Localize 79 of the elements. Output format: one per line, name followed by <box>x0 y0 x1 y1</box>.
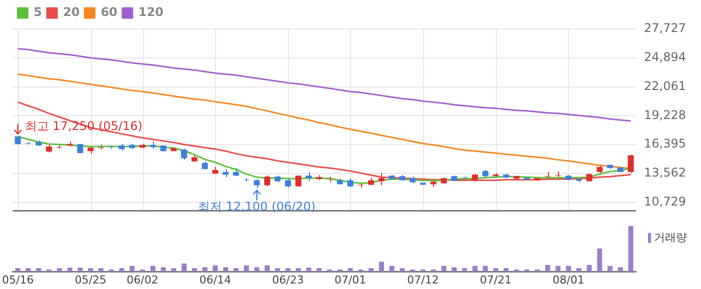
bar <box>400 268 405 272</box>
bar <box>628 226 634 272</box>
bar <box>597 248 602 272</box>
bar <box>493 268 498 272</box>
legend-label: 120 <box>138 5 164 20</box>
x-tick-label: 06/14 <box>199 273 232 286</box>
y-tick-label: 22,061 <box>644 78 686 93</box>
y-tick-label: 19,228 <box>644 108 686 122</box>
bar <box>368 268 374 272</box>
bar <box>15 268 20 272</box>
y-tick-label: 24,894 <box>644 50 686 64</box>
bar <box>316 268 322 272</box>
bar <box>545 264 550 272</box>
bar <box>348 268 353 272</box>
x-tick-label: 05/25 <box>74 273 106 286</box>
candlestick <box>378 172 384 186</box>
bar <box>586 264 592 272</box>
bar <box>462 268 468 272</box>
bar <box>88 268 94 272</box>
legend-label: 거래량 <box>654 231 687 244</box>
bar <box>119 268 124 272</box>
bar <box>608 266 613 272</box>
candlestick <box>306 172 312 182</box>
x-tick-label: 07/21 <box>480 273 512 286</box>
bar <box>306 268 312 272</box>
bar <box>576 268 582 272</box>
bar <box>67 268 72 272</box>
bar <box>202 267 208 272</box>
bar <box>171 268 176 272</box>
candlestick <box>555 171 562 178</box>
bar <box>264 265 270 272</box>
bar <box>441 266 446 272</box>
bar <box>275 268 280 272</box>
bar <box>36 268 42 272</box>
bar <box>472 266 478 272</box>
y-tick-label: 10,729 <box>644 194 686 208</box>
bar <box>504 268 509 272</box>
bar <box>223 267 228 272</box>
annotation: 최저 12,100 (06/20) <box>198 199 316 214</box>
bar <box>285 268 290 272</box>
x-tick-label: 06/23 <box>272 273 304 286</box>
x-tick-label: 07/12 <box>407 273 439 286</box>
bar <box>78 268 83 272</box>
bar <box>566 266 571 272</box>
candlestick <box>295 175 302 187</box>
bar <box>130 266 135 272</box>
x-tick-label: 06/02 <box>126 273 158 286</box>
bar <box>618 267 623 272</box>
bar <box>244 265 249 272</box>
bar <box>296 268 301 272</box>
bar <box>98 268 104 272</box>
x-tick-label: 07/01 <box>334 273 366 286</box>
bar <box>160 267 166 272</box>
bar <box>212 265 218 272</box>
bar <box>234 268 239 272</box>
bar <box>56 268 62 272</box>
candlestick <box>628 154 634 174</box>
legend-label: 20 <box>63 5 80 20</box>
legend-label: 60 <box>100 5 118 20</box>
y-tick-label: 16,395 <box>644 136 686 151</box>
bar <box>482 266 488 272</box>
candlestick <box>181 148 188 160</box>
y-tick-label: 27,727 <box>644 21 686 36</box>
bar <box>192 268 197 272</box>
candlestick <box>596 164 603 174</box>
y-tick-label: 13,562 <box>644 166 686 180</box>
bar <box>254 267 260 272</box>
candlestick <box>284 178 291 188</box>
bar <box>378 262 384 272</box>
bar <box>389 266 394 272</box>
legend-label: 5 <box>34 5 42 20</box>
bar <box>150 266 156 272</box>
x-tick-label: 05/16 <box>2 273 34 286</box>
bar <box>26 268 31 272</box>
bar <box>182 264 187 272</box>
bar <box>556 266 561 272</box>
candlestick <box>264 175 270 187</box>
bar <box>452 267 457 272</box>
x-tick-label: 08/01 <box>552 273 584 286</box>
